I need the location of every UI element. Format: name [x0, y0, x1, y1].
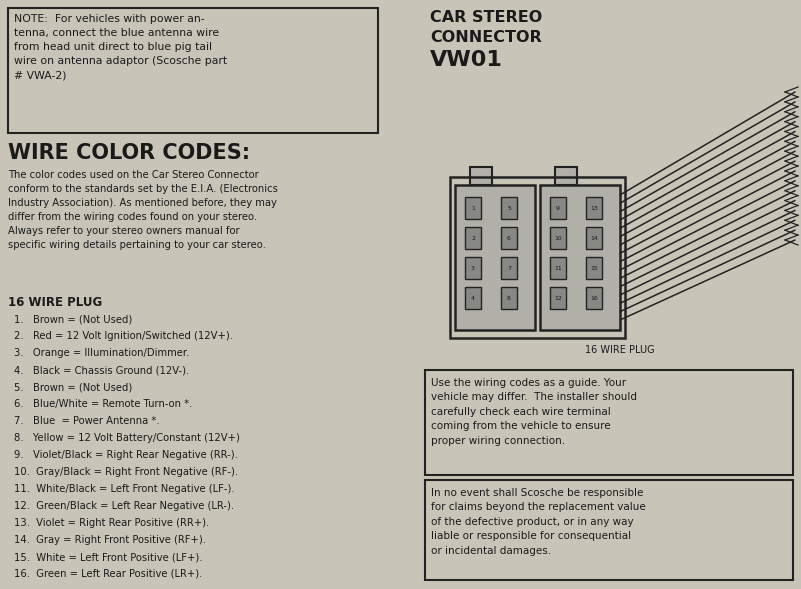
Text: 7: 7 [507, 266, 511, 270]
Bar [501, 287, 517, 309]
Text: 15.  White = Left Front Positive (LF+).: 15. White = Left Front Positive (LF+). [14, 552, 203, 562]
Text: 4: 4 [471, 296, 475, 300]
Bar [8, 8, 378, 133]
Text: 1.   Brown = (Not Used): 1. Brown = (Not Used) [14, 314, 132, 324]
Text: 9.   Violet/Black = Right Rear Negative (RR-).: 9. Violet/Black = Right Rear Negative (R… [14, 450, 238, 460]
Text: 11: 11 [554, 266, 562, 270]
Text: 16 WIRE PLUG: 16 WIRE PLUG [8, 296, 103, 309]
Text: Use the wiring codes as a guide. Your
vehicle may differ.  The installer should
: Use the wiring codes as a guide. Your ve… [431, 378, 637, 446]
Bar [465, 257, 481, 279]
Text: 15: 15 [590, 266, 598, 270]
Bar [586, 197, 602, 219]
Text: 16 WIRE PLUG: 16 WIRE PLUG [586, 345, 654, 355]
Bar [586, 257, 602, 279]
Text: 11.  White/Black = Left Front Negative (LF-).: 11. White/Black = Left Front Negative (L… [14, 484, 235, 494]
Bar [501, 197, 517, 219]
Bar [470, 167, 492, 185]
Text: 14.  Gray = Right Front Positive (RF+).: 14. Gray = Right Front Positive (RF+). [14, 535, 206, 545]
Text: 10: 10 [554, 236, 562, 240]
Bar [550, 227, 566, 249]
Bar [425, 370, 793, 475]
Text: 2: 2 [471, 236, 475, 240]
Text: In no event shall Scosche be responsible
for claims beyond the replacement value: In no event shall Scosche be responsible… [431, 488, 646, 555]
Text: 3: 3 [471, 266, 475, 270]
Bar [550, 287, 566, 309]
Bar [465, 197, 481, 219]
Text: 2.   Red = 12 Volt Ignition/Switched (12V+).: 2. Red = 12 Volt Ignition/Switched (12V+… [14, 331, 233, 341]
Text: NOTE:  For vehicles with power an-
tenna, connect the blue antenna wire
from hea: NOTE: For vehicles with power an- tenna,… [14, 14, 227, 80]
Text: The color codes used on the Car Stereo Connector
conform to the standards set by: The color codes used on the Car Stereo C… [8, 170, 278, 250]
Text: 7.   Blue  = Power Antenna *.: 7. Blue = Power Antenna *. [14, 416, 159, 426]
Bar [501, 227, 517, 249]
Bar [501, 257, 517, 279]
Bar [550, 257, 566, 279]
Text: 4.   Black = Chassis Ground (12V-).: 4. Black = Chassis Ground (12V-). [14, 365, 189, 375]
Text: WIRE COLOR CODES:: WIRE COLOR CODES: [8, 143, 250, 163]
Bar [540, 185, 620, 330]
Text: 13: 13 [590, 206, 598, 210]
Text: 10.  Gray/Black = Right Front Negative (RF-).: 10. Gray/Black = Right Front Negative (R… [14, 467, 238, 477]
Text: 13.  Violet = Right Rear Positive (RR+).: 13. Violet = Right Rear Positive (RR+). [14, 518, 209, 528]
Bar [586, 287, 602, 309]
Bar [465, 287, 481, 309]
Text: CAR STEREO: CAR STEREO [430, 10, 542, 25]
Text: 5.   Brown = (Not Used): 5. Brown = (Not Used) [14, 382, 132, 392]
Text: 1: 1 [471, 206, 475, 210]
Text: 6: 6 [507, 236, 511, 240]
Bar [450, 177, 625, 338]
Text: 8: 8 [507, 296, 511, 300]
Bar [586, 227, 602, 249]
Text: 12.  Green/Black = Left Rear Negative (LR-).: 12. Green/Black = Left Rear Negative (LR… [14, 501, 234, 511]
Text: 9: 9 [556, 206, 560, 210]
Text: 6.   Blue/White = Remote Turn-on *.: 6. Blue/White = Remote Turn-on *. [14, 399, 192, 409]
Bar [550, 197, 566, 219]
Text: VW01: VW01 [430, 50, 503, 70]
Text: 14: 14 [590, 236, 598, 240]
Bar [555, 167, 577, 185]
Text: 16: 16 [590, 296, 598, 300]
Bar [455, 185, 535, 330]
Text: 12: 12 [554, 296, 562, 300]
Text: 3.   Orange = Illumination/Dimmer.: 3. Orange = Illumination/Dimmer. [14, 348, 189, 358]
Text: 5: 5 [507, 206, 511, 210]
Bar [425, 480, 793, 580]
Text: CONNECTOR: CONNECTOR [430, 30, 541, 45]
Text: 8.   Yellow = 12 Volt Battery/Constant (12V+): 8. Yellow = 12 Volt Battery/Constant (12… [14, 433, 239, 443]
Text: 16.  Green = Left Rear Positive (LR+).: 16. Green = Left Rear Positive (LR+). [14, 569, 203, 579]
Bar [465, 227, 481, 249]
